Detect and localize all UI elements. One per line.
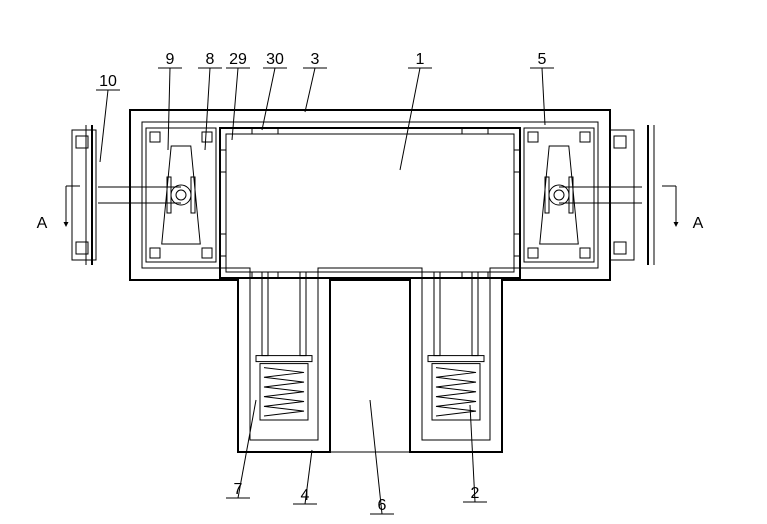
callout-3: 3 <box>311 51 320 68</box>
callout-9: 9 <box>166 51 175 68</box>
callout-5: 5 <box>538 51 547 68</box>
callout-7: 7 <box>234 481 243 498</box>
callout-6: 6 <box>378 497 387 514</box>
callout-29: 29 <box>229 51 247 68</box>
section-mark-right: A <box>693 215 704 232</box>
section-mark-left: A <box>37 215 48 232</box>
engineering-diagram: 1 3 30 29 8 9 5 10 7 4 6 2 A A <box>0 0 767 524</box>
callout-30: 30 <box>266 51 284 68</box>
callout-1: 1 <box>416 51 425 68</box>
callout-10: 10 <box>99 73 117 90</box>
callout-2: 2 <box>471 485 480 502</box>
callout-4: 4 <box>301 487 310 504</box>
callout-8: 8 <box>206 51 215 68</box>
